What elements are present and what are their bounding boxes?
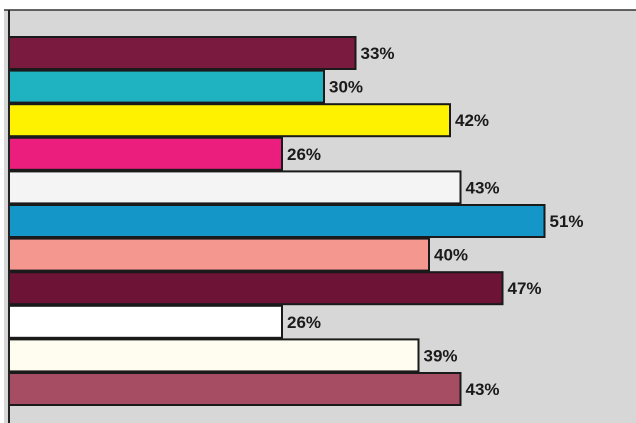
- bar-2: [8, 69, 325, 104]
- bar-11: [8, 372, 462, 406]
- data-label-8: 47%: [508, 279, 542, 298]
- data-label-4: 26%: [287, 145, 321, 164]
- bar-9: [8, 304, 283, 339]
- data-label-2: 30%: [329, 78, 363, 97]
- data-label-10: 39%: [424, 346, 458, 365]
- data-label-5: 43%: [466, 178, 500, 197]
- bar-5: [8, 170, 462, 205]
- data-labels-layer: 33% 30% 42% 26% 43% 51% 40% 47% 26% 39% 43%: [287, 44, 584, 399]
- bar-1: [8, 36, 357, 70]
- bar-6: [8, 204, 546, 238]
- data-label-9: 26%: [287, 313, 321, 332]
- bar-7: [8, 237, 430, 272]
- data-label-6: 51%: [550, 212, 584, 231]
- data-label-3: 42%: [455, 111, 489, 130]
- bar-3: [8, 103, 451, 138]
- data-label-1: 33%: [361, 44, 395, 63]
- data-label-7: 40%: [434, 246, 468, 265]
- bar-4: [8, 136, 283, 171]
- bars-layer: [8, 36, 546, 406]
- bar-10: [8, 338, 420, 373]
- data-label-11: 43%: [466, 380, 500, 399]
- bar-8: [8, 271, 504, 306]
